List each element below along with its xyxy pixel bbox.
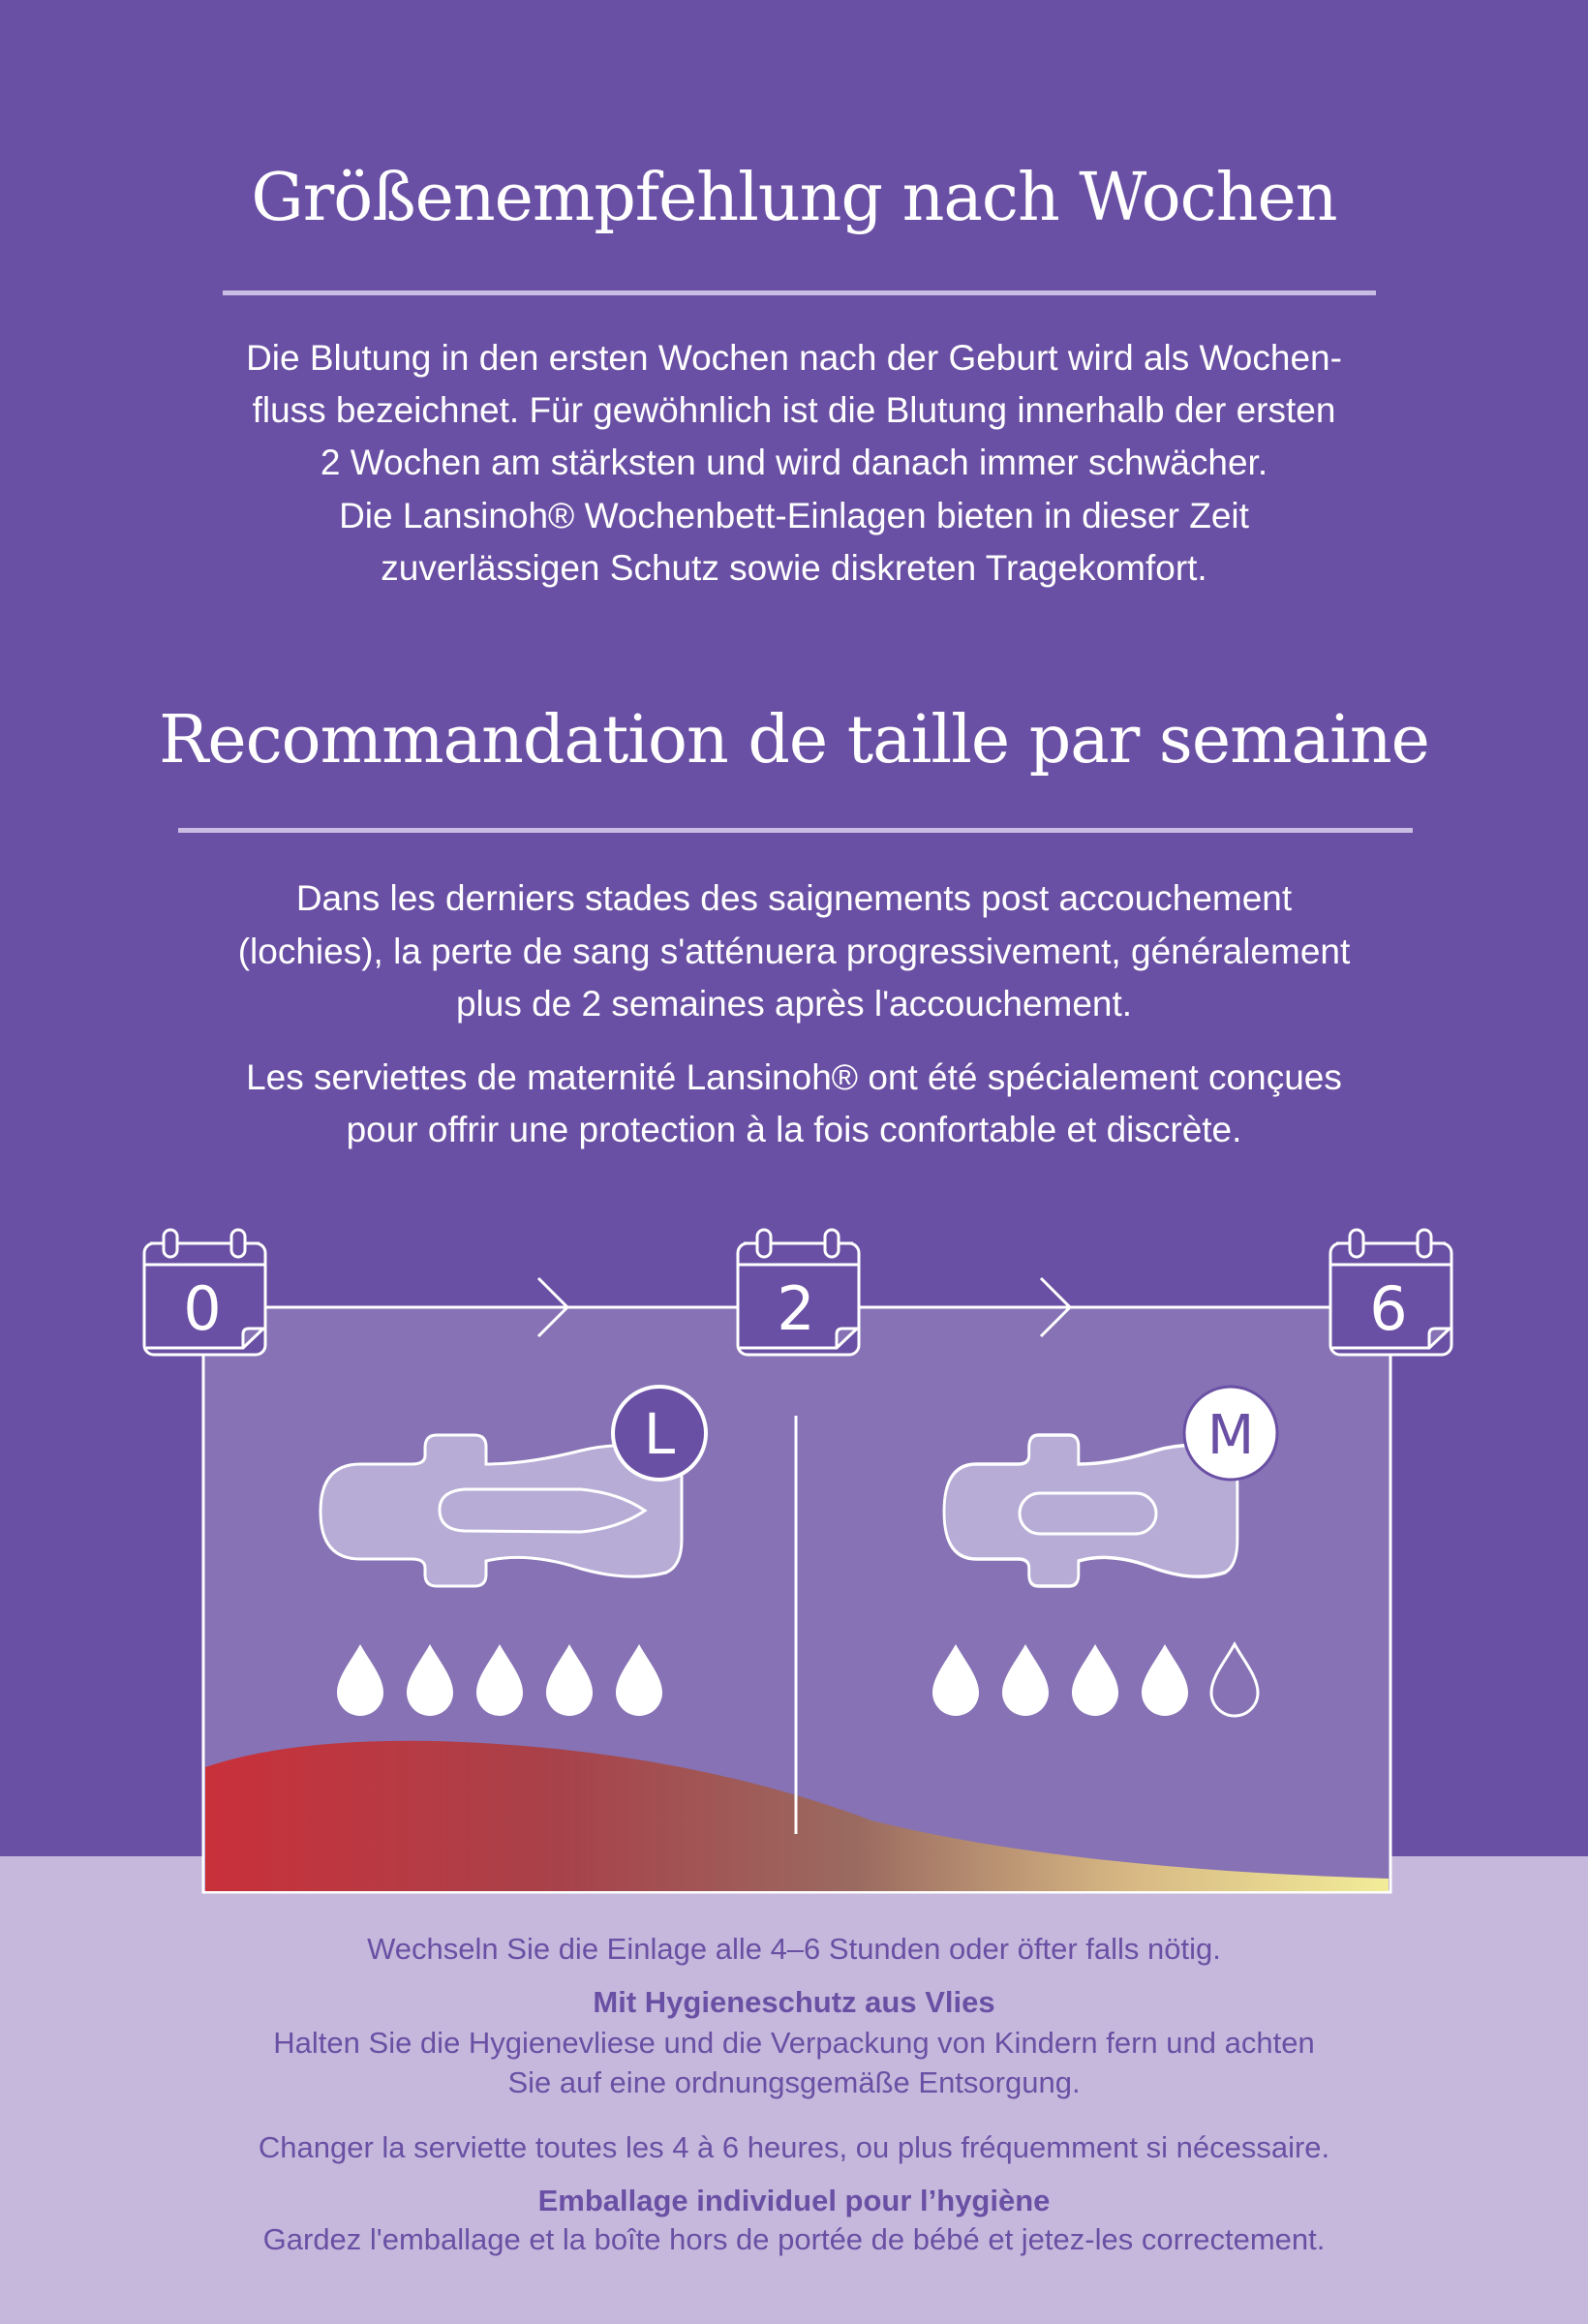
arrow-right-icon bbox=[536, 1276, 570, 1338]
size-badge-m: M bbox=[1182, 1385, 1279, 1482]
footer-de-text-line: Halten Sie die Hygienevliese und die Ver… bbox=[273, 2026, 1315, 2060]
svg-text:L: L bbox=[644, 1401, 675, 1467]
footer-de-change: Wechseln Sie die Einlage alle 4–6 Stunde… bbox=[367, 1932, 1221, 1966]
french-paragraph-line: Les serviettes de maternité Lansinoh® on… bbox=[246, 1057, 1342, 1097]
calendar-icon: 6 bbox=[1328, 1228, 1453, 1357]
pad-large-icon bbox=[319, 1433, 684, 1588]
german-paragraph-line: 2 Wochen am stärksten und wird danach im… bbox=[320, 443, 1268, 482]
german-title-rule bbox=[223, 290, 1376, 295]
week-number: 2 bbox=[777, 1273, 814, 1344]
footer-background bbox=[0, 1856, 1588, 2324]
footer-fr-heading: Emballage individuel pour l’hygiène bbox=[537, 2184, 1051, 2217]
footer-de-heading: Mit Hygieneschutz aus Vlies bbox=[593, 1985, 995, 2019]
french-paragraph-line: (lochies), la perte de sang s'atténuera … bbox=[237, 932, 1351, 971]
size-badge-l: L bbox=[611, 1385, 708, 1482]
french-title: Recommandation de taille par semaine bbox=[159, 702, 1430, 779]
french-title-rule bbox=[178, 828, 1413, 833]
german-paragraph-line: zuverlässigen Schutz sowie diskreten Tra… bbox=[381, 548, 1207, 588]
french-paragraph-line: plus de 2 semaines après l'accouchement. bbox=[455, 984, 1133, 1024]
footer-fr-text: Gardez l'emballage et la boîte hors de p… bbox=[262, 2222, 1326, 2256]
german-paragraph-line: Die Blutung in den ersten Wochen nach de… bbox=[246, 338, 1342, 378]
footer-de-text-line: Sie auf eine ordnungsgemäße Entsorgung. bbox=[507, 2065, 1081, 2099]
svg-text:M: M bbox=[1207, 1404, 1254, 1467]
french-paragraph-line: pour offrir une protection à la fois con… bbox=[346, 1110, 1242, 1149]
german-paragraph-line: fluss bezeichnet. Für gewöhnlich ist die… bbox=[252, 390, 1336, 430]
calendar-icon: 2 bbox=[736, 1228, 861, 1357]
week-number: 6 bbox=[1369, 1273, 1407, 1344]
french-paragraph-line: Dans les derniers stades des saignements… bbox=[295, 878, 1293, 918]
german-title: Größenempfehlung nach Wochen bbox=[251, 160, 1337, 236]
calendar-icon: 0 bbox=[142, 1228, 267, 1357]
german-paragraph-line: Die Lansinoh® Wochenbett-Einlagen bieten… bbox=[339, 496, 1249, 535]
footer-fr-change: Changer la serviette toutes les 4 à 6 he… bbox=[258, 2130, 1330, 2164]
week-number: 0 bbox=[183, 1273, 221, 1344]
pad-medium-icon bbox=[942, 1433, 1239, 1588]
arrow-right-icon bbox=[1039, 1276, 1073, 1338]
